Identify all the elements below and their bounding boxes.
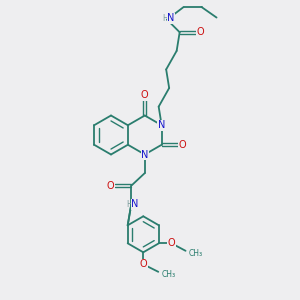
Text: O: O <box>107 181 114 191</box>
Text: CH₃: CH₃ <box>189 249 203 258</box>
Text: CH₃: CH₃ <box>161 270 176 279</box>
Text: N: N <box>141 149 148 160</box>
Text: O: O <box>178 140 186 150</box>
Text: N: N <box>131 199 139 209</box>
Text: O: O <box>168 238 175 248</box>
Text: H: H <box>126 200 132 209</box>
Text: O: O <box>196 27 204 37</box>
Text: O: O <box>141 90 148 100</box>
Text: N: N <box>167 13 175 23</box>
Text: N: N <box>158 120 165 130</box>
Text: H: H <box>162 14 168 23</box>
Text: O: O <box>140 259 147 269</box>
